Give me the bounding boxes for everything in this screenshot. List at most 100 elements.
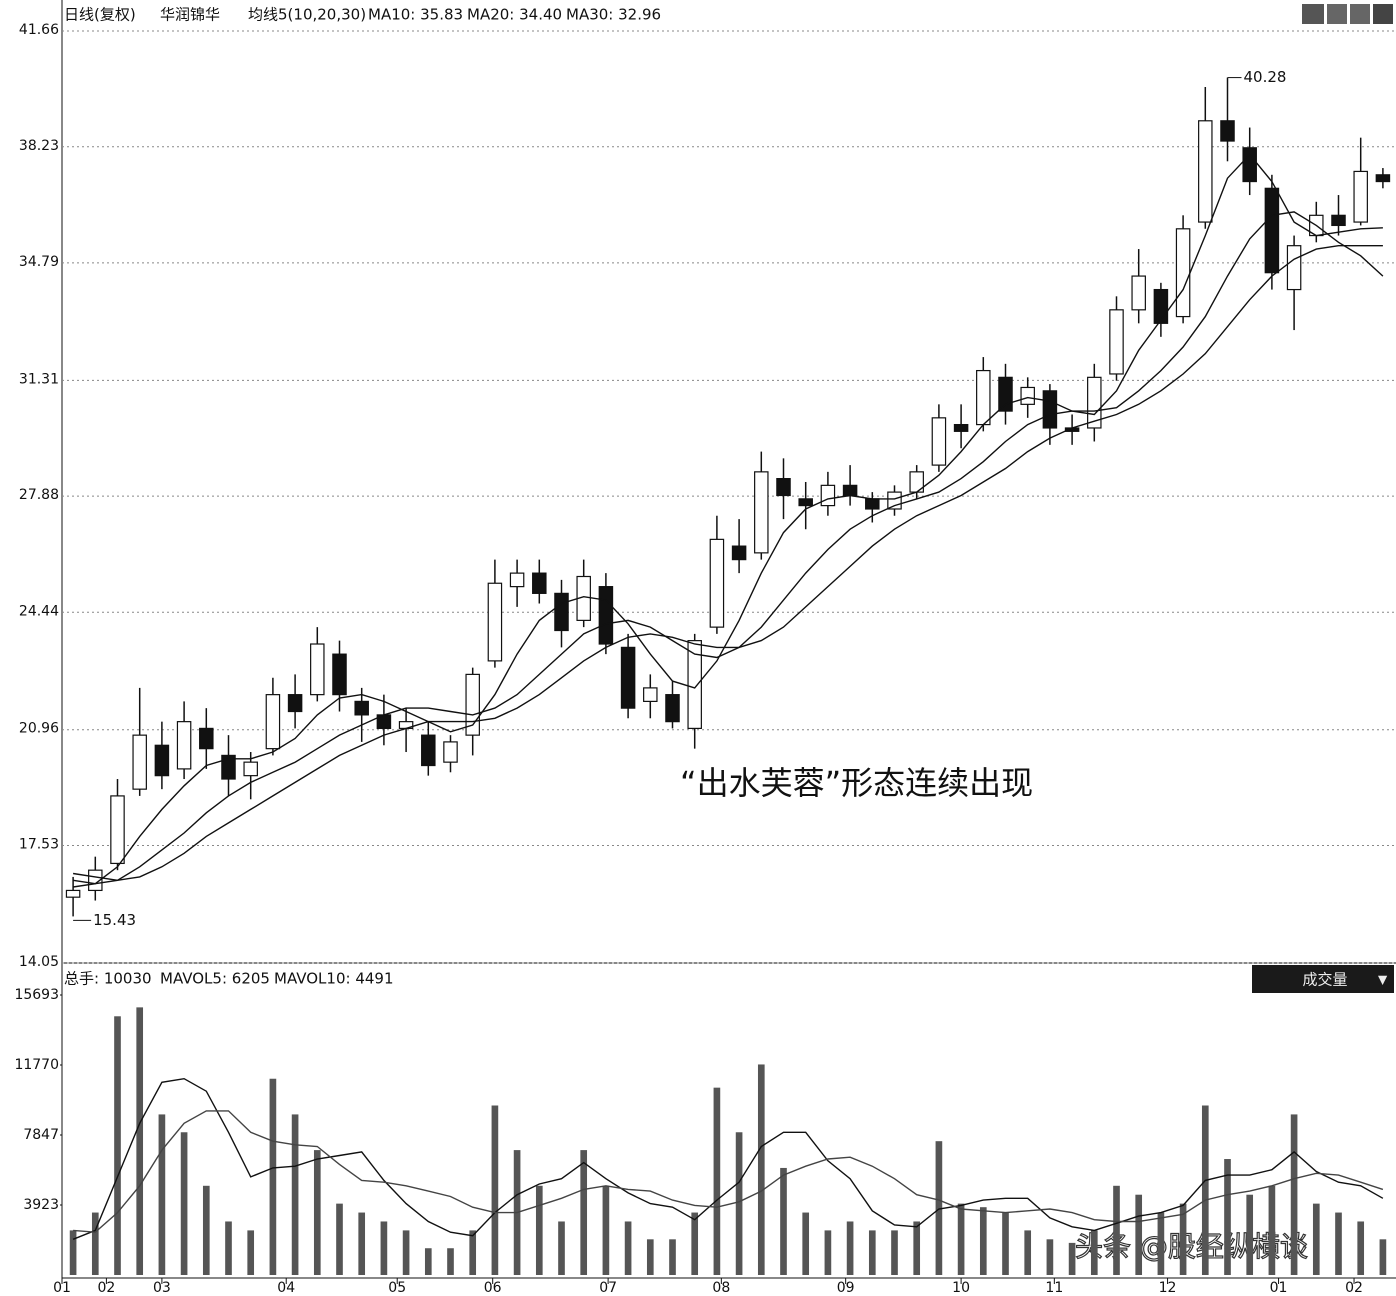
volume-bar — [469, 1230, 477, 1275]
volume-bar — [1246, 1194, 1254, 1275]
volume-bar — [1290, 1114, 1298, 1275]
candle-body — [65, 889, 81, 898]
volume-bar — [491, 1105, 499, 1275]
volume-bar — [735, 1132, 743, 1275]
volume-bar — [757, 1064, 765, 1275]
candle-body — [842, 484, 858, 497]
candle-body — [798, 498, 813, 507]
volume-bar — [1357, 1221, 1365, 1275]
candle-body — [687, 640, 702, 729]
candle-body — [865, 498, 880, 510]
candle-body — [754, 471, 769, 554]
y-tick-label: 15693 — [14, 987, 59, 1003]
candle-body — [1020, 386, 1035, 405]
volume-bar — [1379, 1239, 1387, 1275]
candle-body — [354, 700, 369, 716]
indicator-button-label[interactable]: 成交量 — [1302, 971, 1347, 989]
candle-body — [1042, 390, 1058, 429]
legend-entry: MAVOL5: 6205 — [160, 970, 270, 988]
volume-bar — [646, 1239, 654, 1275]
volume-bar — [447, 1248, 454, 1275]
indicator-button[interactable] — [1252, 965, 1394, 993]
candle-body — [1087, 376, 1102, 429]
volume-bar — [846, 1221, 854, 1275]
y-tick-label: 14.05 — [19, 954, 59, 970]
candle-body — [953, 423, 969, 432]
volume-bar — [1068, 1242, 1076, 1275]
candle-body — [643, 687, 658, 702]
volume-bar — [935, 1141, 943, 1275]
volume-bar — [1113, 1185, 1120, 1275]
volume-bar — [380, 1221, 388, 1275]
volume-bar — [669, 1239, 676, 1275]
candle-body — [1220, 120, 1235, 142]
icon[interactable] — [1302, 4, 1324, 24]
volume-bar — [580, 1150, 588, 1275]
candle-body — [1331, 214, 1346, 227]
dropdown-arrow[interactable]: ▼ — [1378, 973, 1388, 987]
volume-bar — [358, 1212, 366, 1275]
volume-bar — [202, 1185, 210, 1275]
candle-body — [265, 694, 281, 750]
candle-body — [110, 795, 125, 865]
candle-body — [976, 369, 991, 426]
volume-bar — [1157, 1212, 1165, 1275]
volume-bar — [424, 1248, 432, 1275]
legend-entry: MAVOL10: 4491 — [274, 970, 394, 988]
volume-bar — [691, 1212, 699, 1275]
candle-body — [221, 754, 236, 780]
candle-body — [598, 586, 614, 645]
candle-body — [310, 643, 325, 696]
x-tick-label: 11 — [1045, 1280, 1063, 1296]
ma-line — [72, 211, 1384, 885]
volume-bar — [1224, 1159, 1231, 1275]
volume-bar — [225, 1221, 232, 1275]
legend-entry: MA30: 32.96 — [566, 6, 661, 24]
icon[interactable] — [1350, 4, 1370, 24]
volume-bar — [1179, 1203, 1187, 1275]
volume-bar — [269, 1078, 277, 1275]
candle-body — [554, 592, 569, 632]
candle-body — [1153, 288, 1169, 324]
high-label: 40.28 — [1244, 68, 1287, 86]
icon[interactable] — [1327, 4, 1347, 24]
y-tick-label: 38.23 — [19, 138, 59, 154]
candle-body — [1109, 309, 1124, 375]
volume-bar — [535, 1185, 543, 1275]
candle-body — [931, 417, 947, 466]
candle-body — [820, 484, 836, 507]
candle-body — [1131, 275, 1146, 311]
candle-body — [443, 741, 458, 763]
volume-bar — [602, 1185, 610, 1275]
y-tick-label: 34.79 — [19, 254, 59, 270]
volume-bar — [913, 1221, 921, 1275]
x-tick-label: 09 — [837, 1280, 855, 1296]
volume-title: 总手: 10030 — [64, 970, 152, 988]
volume-bar — [558, 1221, 565, 1275]
volume-bar — [824, 1230, 832, 1275]
volume-bar — [1002, 1212, 1009, 1275]
icon[interactable] — [1373, 4, 1393, 24]
x-tick-label: 02 — [97, 1280, 115, 1296]
candle-body — [509, 572, 525, 588]
candle-body — [154, 744, 170, 777]
volume-bar — [624, 1221, 632, 1275]
y-tick-label: 24.44 — [19, 603, 59, 619]
candle-body — [998, 376, 1013, 412]
candle-body — [532, 572, 547, 594]
volume-bar — [1090, 1230, 1098, 1275]
volume-bar — [868, 1230, 876, 1275]
volume-bar — [1135, 1194, 1143, 1275]
candle-body — [243, 761, 258, 777]
legend-entry: MA20: 34.40 — [467, 6, 562, 24]
candle-body — [1242, 147, 1257, 183]
x-tick-label: 05 — [388, 1280, 406, 1296]
candle-body — [421, 734, 436, 767]
y-tick-label: 3923 — [23, 1197, 59, 1213]
x-tick-label: 04 — [277, 1280, 295, 1296]
y-tick-label: 7847 — [23, 1127, 59, 1143]
candle-body — [665, 694, 680, 723]
volume-bar — [957, 1203, 965, 1275]
volume-bar — [91, 1212, 99, 1275]
volume-bar — [1312, 1203, 1320, 1275]
